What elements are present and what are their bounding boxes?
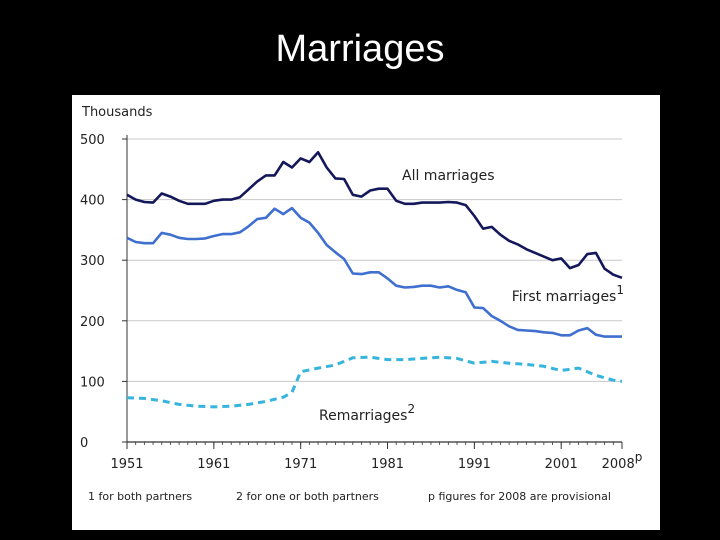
slide-title: Marriages [275, 28, 445, 70]
x-tick-label: 1971 [284, 457, 317, 472]
chart-panel: 0 100 200 300 400 500 1951 1961 1971 1981 1991 2001… [72, 95, 660, 530]
x-tick-label: 1991 [458, 457, 491, 472]
marriages-line-chart: 0 100 200 300 400 500 1951 1961 1971 1981 1991 2001… [80, 105, 642, 503]
footnote-2: 2 for one or both partners [236, 490, 379, 503]
unit-label: Thousands [81, 105, 153, 120]
series [126, 150, 623, 409]
x-tick-label: 1981 [371, 457, 404, 472]
series-line-remarriages [126, 355, 623, 409]
x-tick-label: 2008p [602, 450, 643, 472]
y-tick-label: 0 [80, 436, 88, 451]
gridlines [127, 138, 622, 382]
y-tick-label: 100 [80, 375, 105, 390]
y-tick-label: 400 [80, 194, 105, 209]
x-tick-label: 1961 [197, 457, 230, 472]
series-line-all-marriages [126, 150, 623, 280]
footnote-3: p figures for 2008 are provisional [428, 490, 611, 503]
y-tick-label: 300 [80, 254, 105, 269]
y-tick-label: 200 [80, 315, 105, 330]
y-tick-label: 500 [80, 133, 105, 148]
annotation-remarriages: Remarriages2 [319, 402, 415, 424]
footnote-1: 1 for both partners [88, 490, 192, 503]
series-line-first-marriages [126, 206, 622, 338]
x-tick-label: 2001 [545, 457, 578, 472]
axes [122, 135, 623, 449]
chart-text: 0 100 200 300 400 500 1951 1961 1971 1981 1991 2001… [80, 105, 642, 503]
annotation-first-marriages: First marriages1 [512, 283, 624, 305]
x-tick-label: 1951 [110, 457, 143, 472]
annotation-all-marriages: All marriages [402, 168, 495, 184]
